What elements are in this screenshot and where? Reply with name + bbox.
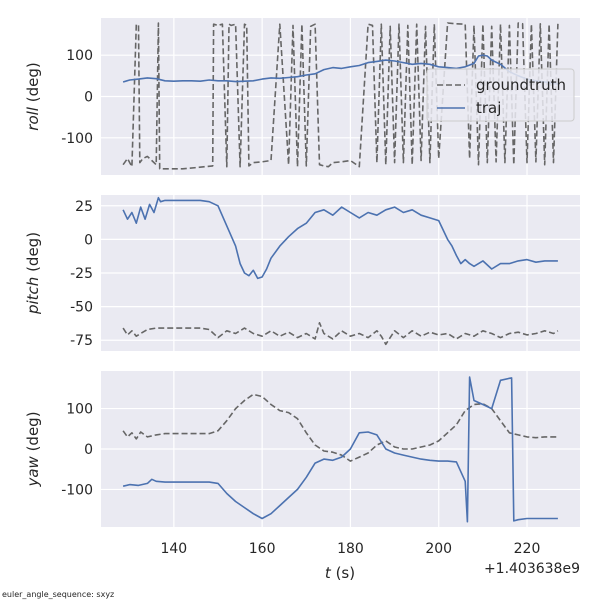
legend: groundtruth traj (426, 68, 575, 122)
y-tick-label: -25 (70, 266, 93, 282)
y-tick-label: -50 (70, 300, 93, 316)
x-tick-label: 200 (425, 541, 452, 557)
x-tick-label: 180 (337, 541, 364, 557)
y-tick-label: 0 (84, 232, 93, 248)
y-tick-label: -75 (70, 333, 93, 349)
panel-3: 100 0 -100 140 160 180 200 220 yaw (deg) (24, 371, 580, 557)
y-axis-label-unit: (deg) (24, 232, 42, 277)
series-group (122, 376, 558, 523)
x-axis-label: t (s) (325, 564, 355, 582)
y-axis-label: pitch (deg) (24, 232, 42, 315)
panel-1: 100 0 -100 roll (deg) groundtruth traj (24, 18, 580, 175)
series-line-groundtruth (122, 322, 559, 346)
y-axis-label-symbol: pitch (24, 277, 42, 315)
series-line-traj (122, 196, 558, 280)
x-tick-label: 160 (249, 541, 276, 557)
series-group (122, 196, 559, 346)
y-tick-label: 0 (84, 90, 93, 106)
legend-label-traj: traj (476, 99, 501, 117)
x-tick-label: 220 (514, 541, 541, 557)
footnote: euler_angle_sequence: sxyz (2, 590, 114, 599)
y-tick-label: -100 (61, 482, 93, 498)
series-line-traj (122, 54, 559, 85)
y-tick-label: -100 (61, 131, 93, 147)
y-tick-label: 0 (84, 442, 93, 458)
legend-label-groundtruth: groundtruth (476, 76, 566, 94)
y-axis-label-unit: (deg) (24, 62, 42, 107)
panel-2: 25 0 -25 -50 -75 pitch (deg) (24, 195, 580, 351)
series-line-traj (122, 376, 558, 523)
series-group (122, 22, 559, 170)
y-tick-label: 100 (66, 48, 93, 64)
y-axis-label: roll (deg) (24, 62, 42, 130)
y-tick-label: 100 (66, 402, 93, 418)
y-axis-label-symbol: yaw (24, 455, 42, 487)
y-axis-label: yaw (deg) (24, 411, 42, 487)
y-axis-label-symbol: roll (24, 106, 42, 131)
y-axis-label-unit: (deg) (24, 411, 42, 456)
series-line-groundtruth (122, 22, 559, 170)
x-axis-offset-label: +1.403638e9 (484, 561, 580, 577)
y-tick-label: 25 (75, 199, 93, 215)
x-tick-label: 140 (160, 541, 187, 557)
